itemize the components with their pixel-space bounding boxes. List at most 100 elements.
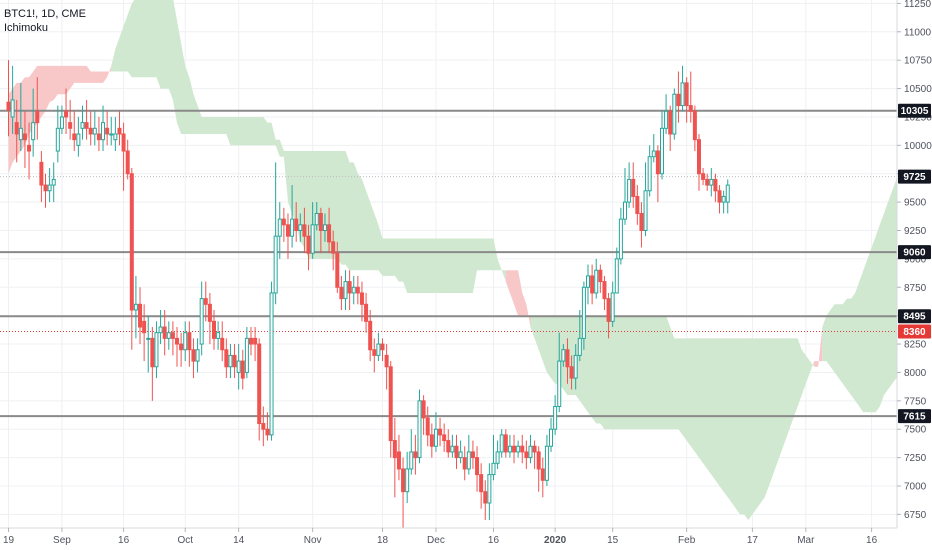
candle <box>425 406 430 447</box>
candlestick-series <box>6 60 730 532</box>
candle-body <box>544 445 549 481</box>
candle <box>261 406 266 447</box>
time-tick-label: 15 <box>607 535 619 546</box>
candle <box>372 338 377 373</box>
candle-body <box>627 178 632 203</box>
candle <box>380 338 385 362</box>
candle-body <box>294 218 299 232</box>
candle <box>138 287 143 345</box>
candle <box>405 451 410 504</box>
candle <box>121 122 126 191</box>
candle <box>125 139 130 180</box>
candle-body <box>298 224 303 232</box>
candle-body <box>253 337 258 345</box>
candle <box>495 440 500 469</box>
price-label-text: 10305 <box>901 106 929 117</box>
candle-body <box>142 320 147 334</box>
candle <box>368 309 373 362</box>
candle-body <box>368 320 373 351</box>
candle-body <box>536 451 541 470</box>
candle-body <box>438 428 443 436</box>
candle <box>359 281 364 322</box>
candle <box>224 338 229 379</box>
candle <box>503 429 508 458</box>
symbol-title[interactable]: BTC1!, 1D, CME <box>4 8 86 20</box>
candle <box>175 327 180 367</box>
candle-body <box>92 127 97 135</box>
candle <box>273 162 278 305</box>
candle-body <box>528 445 533 459</box>
candle-body <box>495 451 500 464</box>
candle <box>191 338 196 379</box>
candle-body <box>187 332 192 351</box>
candle <box>212 309 216 350</box>
candle <box>516 440 521 458</box>
candle <box>643 162 648 237</box>
candle-body <box>96 133 101 141</box>
candle <box>676 71 681 123</box>
price-tick-label: 7500 <box>904 425 927 436</box>
candle <box>442 423 447 452</box>
candle <box>154 321 159 379</box>
candle <box>491 434 496 481</box>
candle <box>606 292 611 339</box>
price-label-8495: 8495 <box>898 309 931 324</box>
candle-body <box>310 224 315 254</box>
candle-body <box>203 298 208 305</box>
candle <box>598 264 603 293</box>
candle-body <box>18 127 23 141</box>
candle-body <box>680 82 685 107</box>
candle <box>668 105 673 152</box>
candle-body <box>573 354 578 379</box>
candle-body <box>351 286 356 294</box>
candle-body <box>179 343 184 351</box>
time-tick-label: Sep <box>53 535 71 546</box>
candle-body <box>220 337 225 351</box>
candle-body <box>113 133 118 141</box>
candle-body <box>261 423 266 430</box>
candle <box>158 309 163 345</box>
candle-body <box>76 133 81 146</box>
price-axis[interactable]: 6750700072507500775080008250850087509000… <box>896 0 932 550</box>
candle <box>421 395 426 435</box>
candle-body <box>216 332 221 339</box>
candle-body <box>532 445 537 453</box>
candle <box>14 99 19 163</box>
candle-body <box>314 212 319 226</box>
candle <box>306 224 311 271</box>
candle <box>680 65 685 112</box>
candle-body <box>47 184 52 192</box>
candle-body <box>590 275 595 294</box>
candle <box>705 173 710 191</box>
indicator-label[interactable]: Ichimoku <box>4 22 49 34</box>
time-tick-label: Feb <box>678 535 696 546</box>
price-label-text: 7615 <box>903 412 926 423</box>
candle <box>561 344 566 367</box>
candle <box>244 327 249 379</box>
horizontal-levels <box>0 109 897 418</box>
candle <box>581 281 586 350</box>
price-tick-label: 10500 <box>904 84 932 95</box>
candle-body <box>470 451 475 459</box>
price-label-bg <box>898 245 931 260</box>
candle <box>31 88 36 157</box>
candle <box>664 94 669 134</box>
candle <box>55 105 60 163</box>
candle-body <box>72 133 77 141</box>
candle-body <box>175 337 180 345</box>
candle-body <box>207 303 212 322</box>
time-axis[interactable]: 19 Sep 16 Oct 14 Nov 18 Dec 16 2020 15 Feb 17 Mar 16 <box>0 527 932 550</box>
price-label-text: 8495 <box>903 312 926 323</box>
candle-body <box>655 150 660 175</box>
candle-body <box>125 150 130 175</box>
candle <box>269 281 274 441</box>
candle <box>84 99 89 140</box>
candle <box>253 327 258 362</box>
candle-body <box>618 218 623 260</box>
candle-body <box>507 445 512 453</box>
candle <box>590 264 595 305</box>
candle-body <box>721 195 726 203</box>
candle <box>544 434 549 486</box>
candle <box>565 338 570 384</box>
